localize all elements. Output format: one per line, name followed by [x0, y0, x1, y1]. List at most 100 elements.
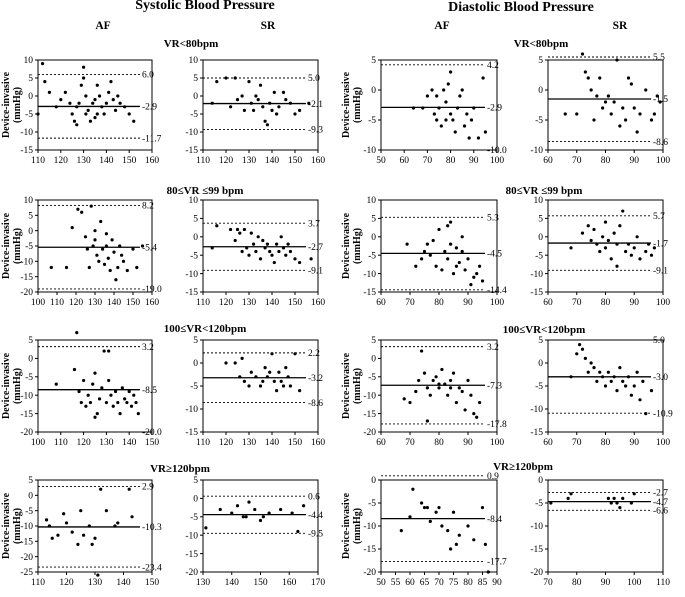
data-point [589, 361, 593, 365]
y-tick-label: 10 [189, 196, 199, 206]
lower-limit-value-label: -9.1 [653, 266, 668, 276]
y-tick-label: -15 [20, 410, 33, 420]
x-tick-label: 110 [656, 578, 670, 588]
data-point [455, 106, 460, 110]
data-point [621, 379, 625, 383]
mean-difference-value-label: -2.7 [308, 243, 323, 253]
data-point [589, 238, 593, 243]
data-point [102, 112, 106, 116]
x-tick-label: 70 [572, 156, 582, 166]
data-point [446, 529, 450, 533]
upper-limit-value-label: 3.2 [487, 343, 499, 353]
data-point [75, 331, 79, 335]
data-point [425, 94, 429, 98]
y-tick-label: -15 [20, 538, 33, 548]
x-tick-label: 140 [116, 578, 131, 588]
data-point [449, 112, 453, 116]
x-tick-label: 150 [253, 578, 268, 588]
y-axis-title-line2: (mmHg) [12, 508, 23, 544]
data-point [626, 375, 631, 379]
data-point [592, 118, 596, 122]
x-tick-label: 100 [656, 298, 671, 308]
data-point [601, 375, 605, 379]
data-point [437, 106, 441, 110]
y-tick-label: -5 [535, 251, 543, 261]
data-point [284, 253, 288, 257]
data-point [107, 349, 111, 353]
row1-systolic-title: VR<80bpm [164, 38, 219, 50]
data-point [595, 379, 599, 383]
data-point [422, 506, 427, 510]
data-point [104, 232, 108, 236]
x-tick-label: 60 [376, 298, 386, 308]
x-tick-label: 170 [311, 578, 326, 588]
x-tick-label: 70 [405, 298, 415, 308]
data-point [446, 257, 450, 261]
data-point [476, 136, 481, 140]
data-point [230, 511, 234, 515]
data-point [224, 361, 228, 365]
data-point [428, 253, 432, 257]
data-point [480, 506, 485, 510]
data-point [275, 389, 279, 393]
y-tick-label: -5 [190, 513, 198, 523]
mean-difference-value-label: -4.7 [653, 498, 668, 508]
panel-diastolic-af-row2: 60 70 80 90 100 10 5 0 -5 -10 -15 5.3 -4.5 -14.4 [363, 196, 507, 308]
y-axis-title-systolic-row1: Device-invasive (mmHg) [1, 71, 23, 138]
mean-difference-value-label: -8.5 [142, 386, 157, 396]
data-point [113, 108, 118, 112]
lower-limit-value-label: -6.6 [653, 507, 668, 517]
data-point [422, 371, 427, 375]
data-point [457, 533, 461, 537]
lower-limit-value-label: -10.9 [653, 409, 673, 419]
panel-systolic-sr-row3: 110 120 130 140 150 160 5 0 -5 -10 -15 2.2 -3.2 -8.6 [185, 336, 325, 448]
y-tick-label: 5 [538, 215, 543, 225]
data-point [132, 393, 136, 397]
data-point [629, 393, 633, 397]
data-point [469, 283, 473, 287]
data-point [425, 242, 429, 246]
data-point [629, 501, 633, 505]
data-point [104, 509, 108, 513]
y-tick-label: -20 [363, 568, 376, 578]
data-point [247, 253, 251, 257]
mean-difference-value-label: -10.3 [142, 523, 162, 533]
data-point [467, 136, 471, 140]
data-point [425, 506, 429, 510]
data-point [462, 124, 467, 128]
data-point [110, 238, 114, 242]
data-point [54, 105, 58, 109]
y-axis-title-systolic-row4: Device-invasive (mmHg) [1, 492, 23, 559]
row4-systolic-title: VR≥120bpm [150, 463, 210, 475]
data-point [268, 370, 272, 374]
data-point [635, 130, 639, 134]
data-point [118, 244, 122, 248]
data-point [486, 570, 490, 574]
x-tick-label: 90 [469, 156, 479, 166]
plot-frame [37, 59, 153, 151]
data-point [112, 250, 116, 254]
data-point [478, 264, 482, 268]
data-point [229, 105, 233, 109]
plot-frame [380, 59, 498, 151]
data-point [89, 204, 93, 208]
data-point [233, 361, 237, 365]
panel-diastolic-sr-row3: 60 70 80 90 100 5 0 -5 -10 -15 5.0 -3.0 -10.9 [530, 336, 673, 448]
plot-frame [380, 199, 498, 293]
data-point [235, 227, 240, 232]
x-tick-label: 70 [572, 438, 582, 448]
data-point [102, 262, 107, 266]
x-tick-label: 90 [630, 156, 640, 166]
panel-diastolic-sr-row4: 70 80 90 100 110 0 -5 -10 -15 -20 -2.7-4.7-6.6 [530, 476, 670, 588]
y-tick-label: 0 [28, 492, 33, 502]
x-tick-label: 60 [543, 298, 553, 308]
y-tick-label: -5 [190, 251, 198, 261]
data-point [263, 119, 267, 123]
x-tick-label: 130 [99, 438, 114, 448]
data-point [93, 371, 97, 375]
data-point [460, 389, 464, 394]
data-point [293, 257, 297, 261]
data-point [240, 356, 244, 360]
data-point [242, 227, 246, 232]
x-tick-label: 90 [630, 298, 640, 308]
